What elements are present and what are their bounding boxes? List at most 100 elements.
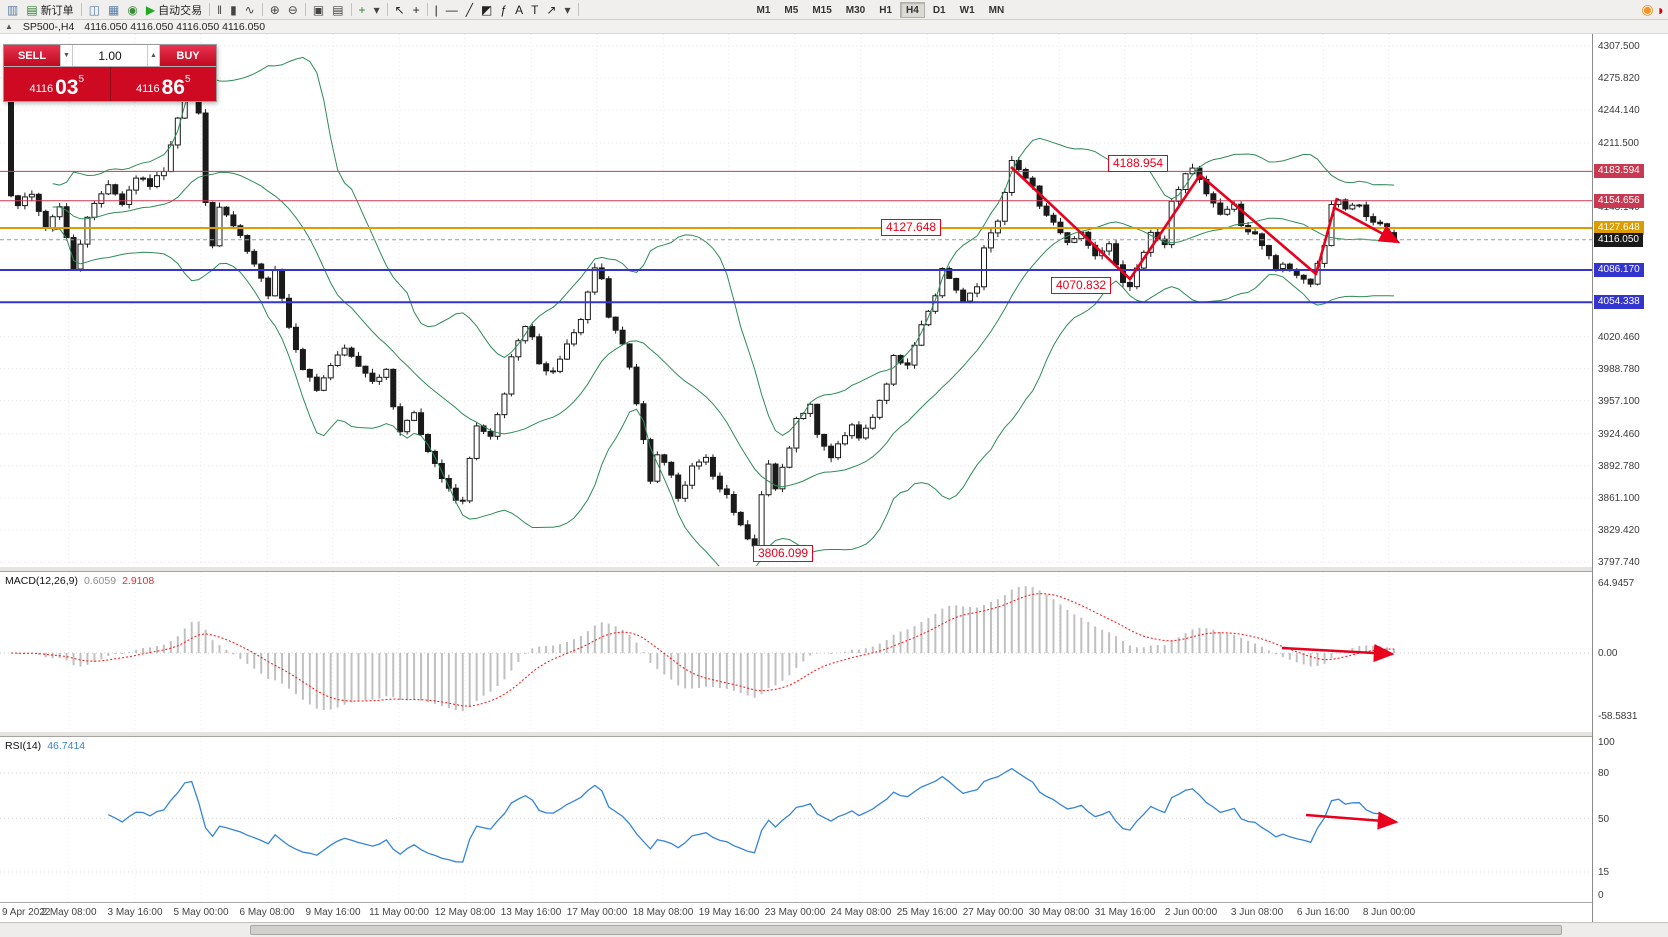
time-label: 9 May 16:00 [305,907,361,918]
line-chart-icon[interactable]: ∿ [241,1,259,19]
volume-input[interactable] [73,45,147,66]
rsi-scale-label: 100 [1598,737,1615,748]
candle-wicks [10,61,1395,554]
time-label: 3 May 16:00 [107,907,163,918]
market-watch-icon: ◉ [127,2,138,17]
alert-icon[interactable]: ◗ [1656,1,1665,18]
profiles-icon[interactable]: ◫ [85,1,104,19]
volume-increase-button[interactable]: ▲ [147,45,160,66]
arrows-tool-icon[interactable]: ↗ [542,1,560,19]
zoom-out-icon[interactable]: ⊖ [284,1,302,19]
label-icon[interactable]: T [527,1,542,19]
time-label: 27 May 00:00 [962,907,1024,918]
toolbar-separator [350,3,352,16]
indicators-dropdown-icon[interactable]: ▾ [370,1,384,19]
horizontal-lines[interactable] [0,170,1592,304]
rsi-scale-label: 50 [1598,813,1610,825]
time-label: 17 May 00:00 [566,907,628,918]
autotrading-icon: ▶ [145,2,156,17]
horizontal-line-icon[interactable]: ― [442,1,462,19]
toolbar-separator [261,3,263,16]
indicators-button[interactable]: + [355,1,370,19]
candlestick-icon: ▮ [230,2,237,17]
chart-window-icon[interactable]: ▲ [5,22,13,31]
bar-chart-icon[interactable]: ‖ [213,1,226,19]
shapes-dropdown-icon[interactable]: ▾ [560,1,574,19]
macd-scale-label: 64.9457 [1598,578,1635,590]
timeframe-m15[interactable]: M15 [812,4,832,16]
timeframe-m30[interactable]: M30 [845,4,866,16]
zoom-in-icon[interactable]: ⊕ [266,1,284,19]
rsi-title: RSI(14) [5,740,42,752]
timeframe-d1[interactable]: D1 [932,4,946,16]
timeframe-w1[interactable]: W1 [959,4,975,16]
charts-grid-icon[interactable]: ▦ [104,1,123,19]
rsi-plot[interactable] [0,737,1592,902]
price-grid-label: 3829.420 [1598,524,1640,536]
buy-price-display[interactable]: 4116 86 5 [109,67,216,101]
price-annotation[interactable]: 4188.954 [1108,155,1169,172]
time-label: 2 Jun 00:00 [1164,907,1218,918]
terminal-icon[interactable]: ▥ [3,1,22,19]
toolbar-separator [386,3,388,16]
market-watch-icon[interactable]: ◉ [123,1,141,19]
channel-icon[interactable]: ◩ [477,1,496,19]
timeframe-mn[interactable]: MN [988,4,1005,16]
macd-plot[interactable] [0,572,1592,731]
volume-decrease-button[interactable]: ▼ [60,45,73,66]
time-label: 8 Jun 00:00 [1362,907,1416,918]
pane-divider[interactable] [0,566,1668,572]
macd-label: MACD(12,26,9) 0.6059 2.9108 [5,575,154,587]
auto-arrange-icon[interactable]: ▤ [328,1,347,19]
timeframe-h4[interactable]: H4 [900,1,925,18]
candlestick-icon[interactable]: ▮ [226,1,241,19]
timeframe-m5[interactable]: M5 [784,4,799,16]
scrollbar-thumb[interactable] [250,925,1562,935]
toolbar: ▥ ▤ 新订单 ◫ ▦ ◉ ▶ 自动交易 ‖ ▮ ∿ ⊕ ⊖ ▣ ▤ + ▾ ↖ + | ― ╱ ◩ ƒ A T ↗ ▾ M1 M5 M15… [0,0,1668,20]
time-label: 9 Apr 2022 [2,907,51,918]
crosshair-icon[interactable]: + [409,1,424,19]
time-label: 11 May 00:00 [369,907,429,918]
price-chart-pane[interactable] [0,34,1592,566]
tile-windows-icon: ▣ [312,2,325,17]
bar-chart-icon: ‖ [217,2,223,17]
indicators-dropdown-icon: ▾ [373,2,380,17]
buy-button[interactable]: BUY [160,45,216,66]
horizontal-scrollbar[interactable] [0,922,1668,937]
horizontal-line-icon: ― [445,2,458,17]
macd-scale-label: 0.00 [1598,648,1618,659]
community-icon[interactable]: ◉ [1641,1,1654,17]
new-order-button[interactable]: ▤ 新订单 [22,1,77,19]
rsi-pane[interactable]: RSI(14) 46.7414 [0,737,1592,902]
trendline-icon[interactable]: ╱ [462,1,477,19]
time-label: 6 Jun 16:00 [1296,907,1350,918]
tile-windows-icon[interactable]: ▣ [309,1,328,19]
pane-divider[interactable] [0,731,1668,737]
fibonacci-icon[interactable]: ƒ [496,1,511,19]
autotrading-button[interactable]: ▶ 自动交易 [142,1,206,19]
price-annotation[interactable]: 4070.832 [1051,277,1112,294]
terminal-icon: ▥ [7,2,19,17]
new-order-icon: ▤ [26,2,38,17]
sell-price-big: 03 [55,76,79,99]
text-icon[interactable]: A [511,1,527,19]
cursor-icon[interactable]: ↖ [391,1,409,19]
bollinger-bands [52,56,1395,566]
sell-button[interactable]: SELL [4,45,60,66]
macd-pane[interactable]: MACD(12,26,9) 0.6059 2.9108 [0,572,1592,731]
sell-price-display[interactable]: 4116 03 5 [4,67,110,101]
vertical-line-icon: | [434,2,438,17]
vertical-line-icon[interactable]: | [431,1,442,19]
timeframe-m1[interactable]: M1 [756,4,771,16]
price-chart-plot[interactable] [0,34,1592,566]
timeframe-h1[interactable]: H1 [879,4,893,16]
time-label: 5 May 00:00 [173,907,229,918]
price-grid-label: 3988.780 [1598,363,1640,375]
time-label: 25 May 16:00 [896,907,958,918]
price-annotation[interactable]: 4127.648 [881,219,942,236]
price-annotation[interactable]: 3806.099 [753,545,814,562]
toolbar-separator [577,3,579,16]
rsi-scale-label: 80 [1598,767,1610,779]
charts-grid-icon: ▦ [108,2,120,17]
